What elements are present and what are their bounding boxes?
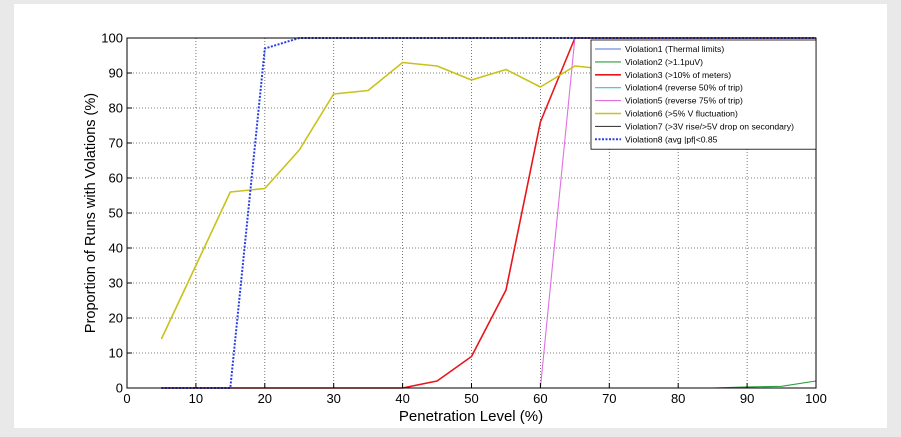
legend-label: Violation7 (>3V rise/>5V drop on seconda… (625, 121, 794, 131)
legend-label: Violation3 (>10% of meters) (625, 70, 731, 80)
y-tick-label: 20 (109, 311, 123, 326)
tick-layer: 0 10 20 30 40 50 60 70 80 90 100 0 10 20 30 40 50 60 70 80 9… (101, 31, 827, 407)
y-tick-label: 40 (109, 241, 123, 256)
grid-lines (127, 38, 816, 388)
y-tick-label: 90 (109, 66, 123, 81)
legend-label: Violation2 (>1.1puV) (625, 57, 703, 67)
x-tick-label: 80 (671, 391, 685, 406)
x-tick-label: 0 (123, 391, 130, 406)
x-tick-label: 60 (533, 391, 547, 406)
legend-label: Violation6 (>5% V fluctuation) (625, 109, 738, 119)
x-tick-label: 20 (258, 391, 272, 406)
x-tick-label: 70 (602, 391, 616, 406)
y-tick-label: 70 (109, 136, 123, 151)
legend: Violation1 (Thermal limits) Violation2 (>… (590, 39, 817, 150)
y-tick-label: 50 (109, 206, 123, 221)
y-tick-label: 80 (109, 101, 123, 116)
y-tick-label: 60 (109, 171, 123, 186)
x-tick-label: 40 (395, 391, 409, 406)
legend-label: Violation1 (Thermal limits) (625, 44, 724, 54)
x-tick-label: 100 (805, 391, 827, 406)
legend-label: Violation4 (reverse 50% of trip) (625, 83, 743, 93)
y-tick-label: 100 (101, 31, 123, 46)
x-tick-label: 30 (326, 391, 340, 406)
y-tick-label: 30 (109, 276, 123, 291)
y-axis-label: Proportion of Runs with Volations (%) (83, 93, 99, 333)
legend-box (590, 39, 817, 150)
legend-label: Violation5 (reverse 75% of trip) (625, 96, 743, 106)
y-tick-label: 10 (109, 346, 123, 361)
x-tick-label: 90 (740, 391, 754, 406)
legend-label: Violation8 (avg |pf|<0.85 (625, 134, 718, 144)
x-tick-label: 10 (189, 391, 203, 406)
y-tick-label: 0 (116, 381, 123, 396)
x-axis-label: Penetration Level (%) (399, 408, 543, 425)
x-tick-label: 50 (464, 391, 478, 406)
